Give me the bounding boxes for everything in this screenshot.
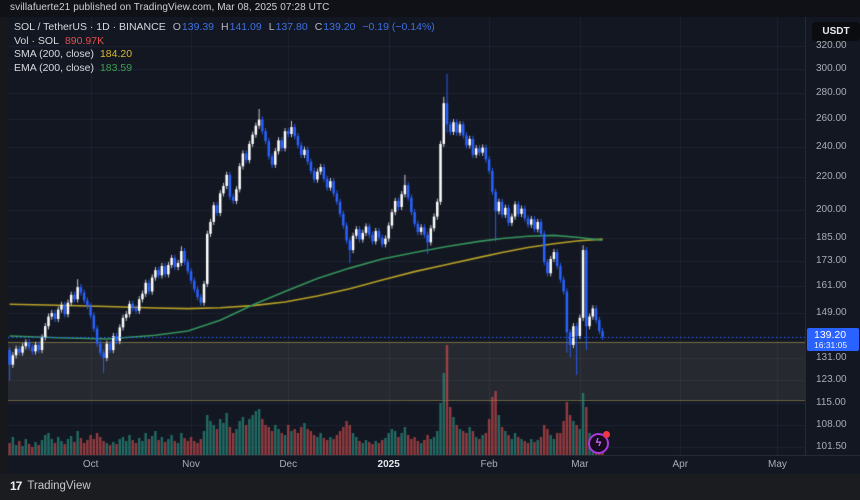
- price-tick-label: 260.00: [816, 112, 847, 124]
- lightning-icon: ϟ: [595, 437, 602, 449]
- time-axis-label: Feb: [480, 459, 498, 470]
- tradingview-logo-icon: 17: [10, 479, 22, 493]
- price-tick-label: 320.00: [816, 40, 847, 52]
- price-tick-label: 200.00: [816, 204, 847, 216]
- tradingview-brand-text: TradingView: [27, 480, 91, 492]
- low-label: L: [268, 21, 275, 33]
- ema-label: EMA (200, close): [14, 61, 94, 74]
- price-tick-label: 108.00: [816, 419, 847, 431]
- price-tick-label: 149.00: [816, 307, 847, 319]
- attribution-bar: svillafuerte21 published on TradingView.…: [0, 0, 860, 17]
- notification-dot: [603, 431, 610, 438]
- price-tick-label: 240.00: [816, 140, 847, 152]
- time-axis-label: Dec: [279, 459, 298, 470]
- time-axis-label: Apr: [672, 459, 689, 470]
- time-axis-label: May: [768, 459, 787, 470]
- change-value: −0.19 (−0.14%): [362, 21, 435, 33]
- sma-value: 184.20: [99, 48, 133, 60]
- price-tick-label: 280.00: [816, 87, 847, 99]
- symbol-title: SOL / TetherUS · 1D · BINANCE: [14, 21, 166, 33]
- price-tick-label: 161.00: [816, 280, 847, 292]
- price-tick-label: 131.00: [816, 351, 847, 363]
- price-axis[interactable]: USDT 139.20 16:31:05 320.00 300.00 280.00 2…: [805, 17, 860, 455]
- bar-countdown: 16:31:05: [814, 339, 848, 350]
- currency-toggle-button[interactable]: USDT: [812, 22, 860, 41]
- volume-row: Vol · SOL 890.97K: [14, 35, 435, 47]
- time-axis-label: Mar: [571, 459, 589, 470]
- price-tick-label: 173.00: [816, 254, 847, 266]
- sma-row: SMA (200, close) 184.20: [14, 48, 435, 60]
- boost-reaction-button[interactable]: ϟ: [588, 431, 610, 454]
- ema-row: EMA (200, close) 183.59: [14, 62, 435, 74]
- price-tick-label: 123.00: [816, 373, 847, 385]
- last-price-badge: 139.20 16:31:05: [807, 327, 859, 351]
- time-axis-label: 2025: [377, 459, 400, 470]
- ema-value: 183.59: [99, 61, 133, 74]
- open-label: O: [172, 21, 181, 33]
- high-value: 141.09: [229, 21, 262, 33]
- volume-value: 890.97K: [64, 34, 105, 47]
- time-axis-label: Oct: [82, 459, 99, 470]
- open-value: 139.39: [181, 21, 215, 33]
- tradingview-logo[interactable]: 17 TradingView: [10, 479, 91, 493]
- close-label: C: [314, 21, 323, 33]
- high-label: H: [221, 21, 229, 33]
- time-axis-label: Nov: [182, 459, 200, 470]
- price-tick-label: 115.00: [816, 397, 846, 409]
- sma-label: SMA (200, close): [14, 48, 94, 60]
- volume-label: Vol · SOL: [14, 34, 59, 47]
- attribution-text: svillafuerte21 published on TradingView.…: [10, 2, 330, 13]
- time-axis[interactable]: Oct Nov Dec 2025 Feb Mar Apr May: [8, 455, 860, 474]
- price-tick-label: 101.50: [816, 440, 847, 452]
- close-value: 139.20: [323, 21, 356, 33]
- price-tick-label: 220.00: [816, 171, 847, 183]
- price-tick-label: 300.00: [816, 63, 847, 74]
- price-chart-canvas[interactable]: [8, 17, 805, 455]
- footer-bar: 17 TradingView: [0, 474, 860, 500]
- price-tick-label: 185.00: [816, 231, 847, 243]
- low-value: 137.80: [275, 21, 308, 33]
- last-price-value: 139.20: [814, 328, 847, 341]
